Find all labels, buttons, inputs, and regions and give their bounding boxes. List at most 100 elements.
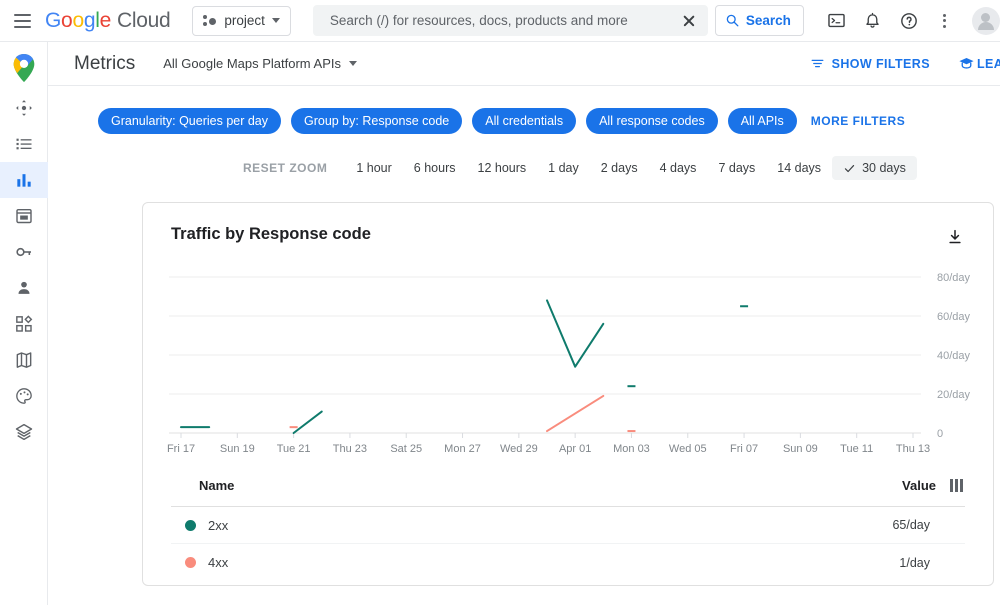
range-30-days-label: 30 days (862, 161, 906, 175)
logo-cloud-text: Cloud (116, 8, 171, 32)
chart-gridlines (169, 276, 921, 434)
range-1-hour[interactable]: 1 hour (356, 161, 392, 175)
traffic-chart: 0 20/day 40/day 60/day 80/day Fri 17 Sun 19 Tu… (143, 265, 993, 465)
api-selector-label: All Google Maps Platform APIs (163, 56, 341, 71)
hamburger-icon[interactable] (14, 4, 31, 38)
range-7-days[interactable]: 7 days (718, 161, 756, 175)
sidebar-item-overview[interactable] (0, 90, 48, 126)
svg-text:Sat 25: Sat 25 (390, 443, 422, 455)
svg-text:40/day: 40/day (937, 350, 971, 362)
left-nav-rail (0, 42, 48, 605)
range-14-days[interactable]: 14 days (777, 161, 822, 175)
table-row[interactable]: 4xx 1/day (171, 544, 965, 581)
project-dots-icon (203, 14, 217, 27)
legend-table-header: Name Value (171, 465, 965, 507)
chart-x-axis-labels: Fri 17 Sun 19 Tue 21 Thu 23 Sat 25 Mon 27 Wed … (167, 443, 930, 455)
chevron-down-icon (348, 61, 357, 66)
app-shell: Metrics All Google Maps Platform APIs SH… (0, 42, 1000, 605)
topbar-icon-group (820, 4, 1000, 38)
svg-text:80/day: 80/day (937, 272, 971, 284)
metrics-body: Granularity: Queries per day Group by: R… (48, 86, 1000, 605)
bell-icon[interactable] (856, 4, 890, 38)
kebab-menu-icon[interactable] (928, 4, 962, 38)
map-icon (16, 352, 31, 368)
logo-letter: l (95, 8, 100, 32)
chart-series (180, 299, 749, 434)
chip-group-by[interactable]: Group by: Response code (291, 108, 463, 134)
range-30-days[interactable]: 30 days (832, 156, 917, 180)
series-color-dot (185, 519, 196, 531)
sidebar-item-map[interactable] (0, 342, 48, 378)
sidebar-item-apps[interactable] (0, 306, 48, 342)
svg-text:Apr 01: Apr 01 (559, 443, 591, 455)
chip-credentials[interactable]: All credentials (472, 108, 577, 134)
logo-letter: G (45, 8, 62, 32)
svg-text:Wed 29: Wed 29 (500, 443, 538, 455)
sidebar-item-user[interactable] (0, 270, 48, 306)
layers-icon (15, 423, 32, 441)
sidebar-item-credentials[interactable] (0, 234, 48, 270)
search-input[interactable] (327, 12, 675, 29)
palette-icon (15, 388, 32, 404)
page-title: Metrics (74, 52, 136, 74)
svg-text:Sun 19: Sun 19 (220, 443, 255, 455)
traffic-chart-card: Traffic by Response code 0 20/day 40/day 60… (142, 202, 994, 586)
search-bar[interactable] (312, 5, 708, 36)
close-icon[interactable] (679, 11, 699, 31)
range-4-days[interactable]: 4 days (659, 161, 697, 175)
list-icon (16, 138, 31, 150)
terminal-icon[interactable] (820, 4, 854, 38)
search-button-label: Search (745, 13, 791, 28)
range-1-day[interactable]: 1 day (548, 161, 579, 175)
range-6-hours[interactable]: 6 hours (413, 161, 456, 175)
apps-grid-icon (15, 315, 32, 332)
avatar[interactable] (971, 6, 1000, 35)
search-button[interactable]: Search (714, 5, 804, 36)
google-maps-pin-logo (0, 46, 48, 90)
sidebar-item-styling[interactable] (0, 378, 48, 414)
download-icon[interactable] (943, 225, 967, 249)
svg-text:0: 0 (937, 428, 943, 440)
chip-granularity[interactable]: Granularity: Queries per day (98, 108, 282, 134)
api-selector[interactable]: All Google Maps Platform APIs (163, 56, 357, 71)
logo-letter: g (83, 8, 96, 32)
svg-text:Sun 09: Sun 09 (783, 443, 818, 455)
reset-zoom-button[interactable]: RESET ZOOM (243, 161, 328, 175)
logo-letter: e (99, 8, 112, 32)
chip-response-codes[interactable]: All response codes (586, 108, 718, 134)
time-range-selector: RESET ZOOM 1 hour 6 hours 12 hours 1 day… (48, 134, 1000, 180)
project-selector[interactable]: project (192, 5, 291, 36)
svg-text:Wed 05: Wed 05 (669, 443, 707, 455)
svg-text:20/day: 20/day (937, 389, 971, 401)
learn-button[interactable]: LEARN (958, 55, 1000, 72)
legend-table: Name Value 2xx 65/day 4xx 1/day (171, 465, 965, 585)
sidebar-item-metrics[interactable] (0, 162, 48, 198)
card-title: Traffic by Response code (171, 225, 371, 243)
svg-text:Tue 11: Tue 11 (840, 443, 873, 455)
range-2-days[interactable]: 2 days (600, 161, 638, 175)
chart-x-axis-ticks (180, 433, 914, 438)
overview-icon (15, 100, 32, 116)
more-filters-button[interactable]: MORE FILTERS (810, 114, 906, 128)
key-credentials-icon (15, 247, 31, 257)
sidebar-item-quotas[interactable] (0, 198, 48, 234)
table-row[interactable]: 2xx 65/day (171, 507, 965, 544)
svg-text:Tue 21: Tue 21 (277, 443, 311, 455)
sidebar-item-layers[interactable] (0, 414, 48, 450)
range-12-hours[interactable]: 12 hours (477, 161, 527, 175)
columns-settings-icon[interactable] (950, 479, 963, 492)
chip-apis[interactable]: All APIs (727, 108, 797, 134)
chevron-down-icon (271, 18, 280, 23)
series-name: 2xx (208, 517, 229, 533)
logo-letter: o (61, 8, 73, 32)
show-filters-button[interactable]: SHOW FILTERS (810, 56, 930, 71)
series-value: 1/day (899, 555, 930, 570)
help-icon[interactable] (892, 4, 926, 38)
sidebar-item-list[interactable] (0, 126, 48, 162)
svg-text:Fri 07: Fri 07 (730, 443, 758, 455)
svg-text:Thu 13: Thu 13 (896, 443, 930, 455)
chart-y-axis-labels: 0 20/day 40/day 60/day 80/day (937, 272, 971, 440)
page-header: Metrics All Google Maps Platform APIs SH… (48, 42, 1000, 86)
